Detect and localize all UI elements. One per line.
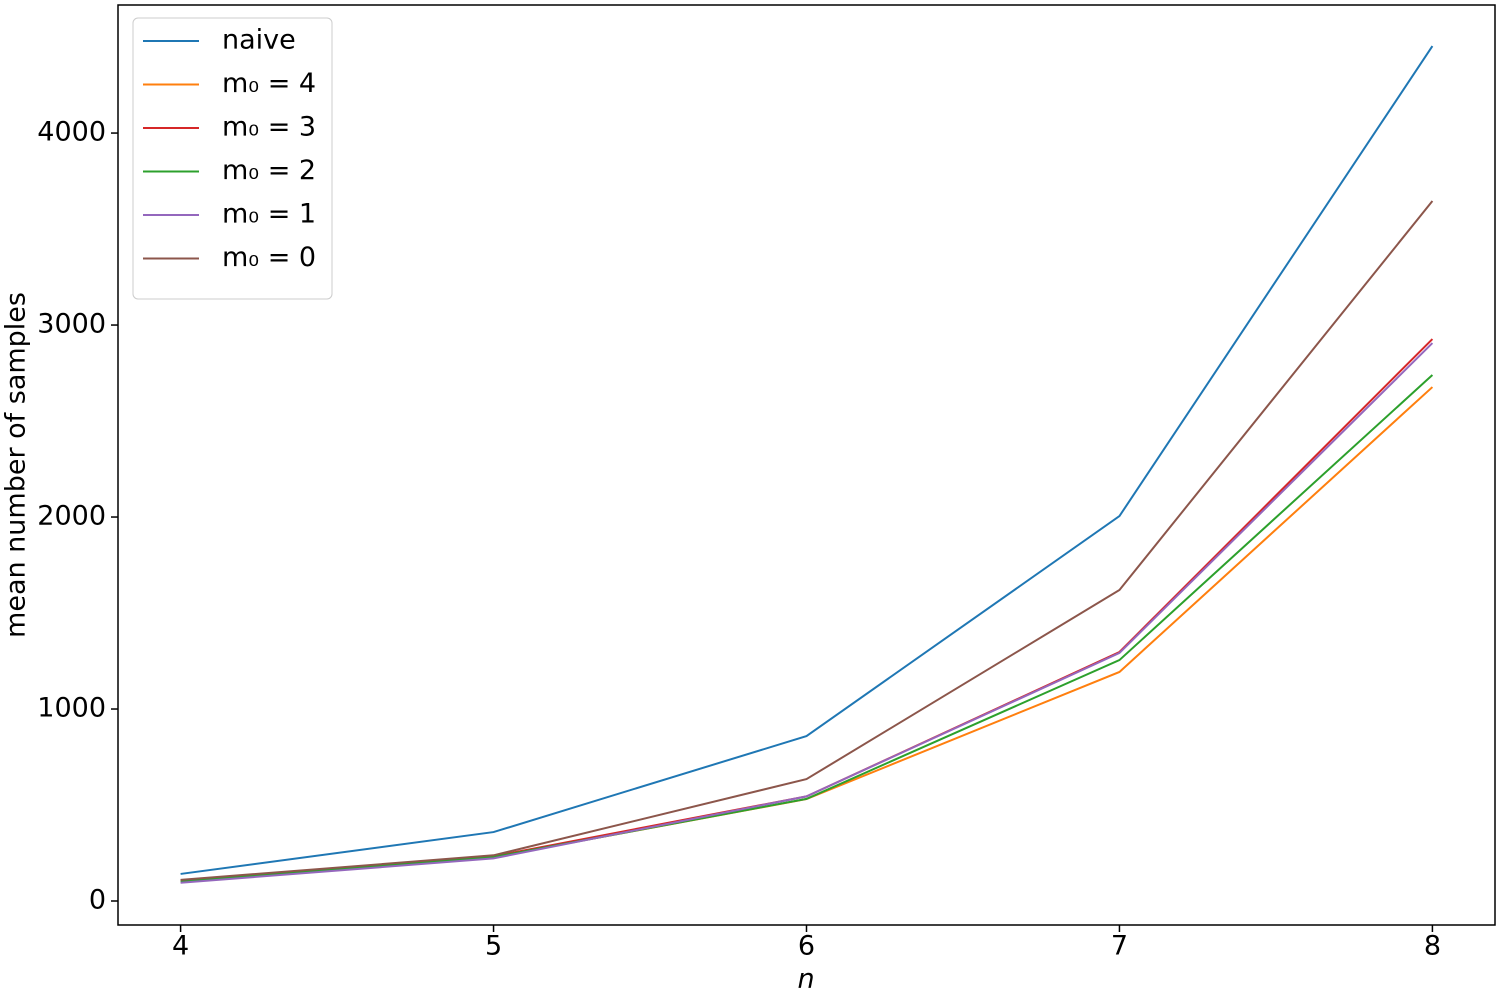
legend-label: m₀ = 1: [222, 199, 316, 230]
legend-label: m₀ = 4: [222, 68, 316, 99]
series-line: [180, 200, 1434, 881]
legend-label: m₀ = 2: [222, 155, 316, 186]
series-line: [180, 374, 1434, 883]
x-tick-label: 8: [1424, 931, 1441, 962]
legend-box: [132, 17, 333, 300]
y-tick-label: 0: [89, 885, 106, 916]
series-line: [180, 386, 1434, 883]
x-tick-label: 4: [172, 931, 189, 962]
y-tick-label: 3000: [37, 309, 106, 340]
y-tick-label: 4000: [37, 117, 106, 148]
y-tick-label: 1000: [37, 693, 106, 724]
series-line: [180, 45, 1434, 875]
x-tick-label: 6: [798, 931, 815, 962]
series-line: [180, 342, 1434, 884]
y-axis-label: mean number of samples: [1, 292, 32, 638]
plot-frame: [117, 4, 1496, 926]
legend-label: m₀ = 0: [222, 242, 316, 273]
x-tick-label: 7: [1111, 931, 1128, 962]
x-tick-label: 5: [485, 931, 502, 962]
x-axis-label: n: [797, 964, 814, 995]
legend-label: m₀ = 3: [222, 112, 316, 143]
legend-label: naive: [222, 25, 296, 56]
y-tick-label: 2000: [37, 501, 106, 532]
